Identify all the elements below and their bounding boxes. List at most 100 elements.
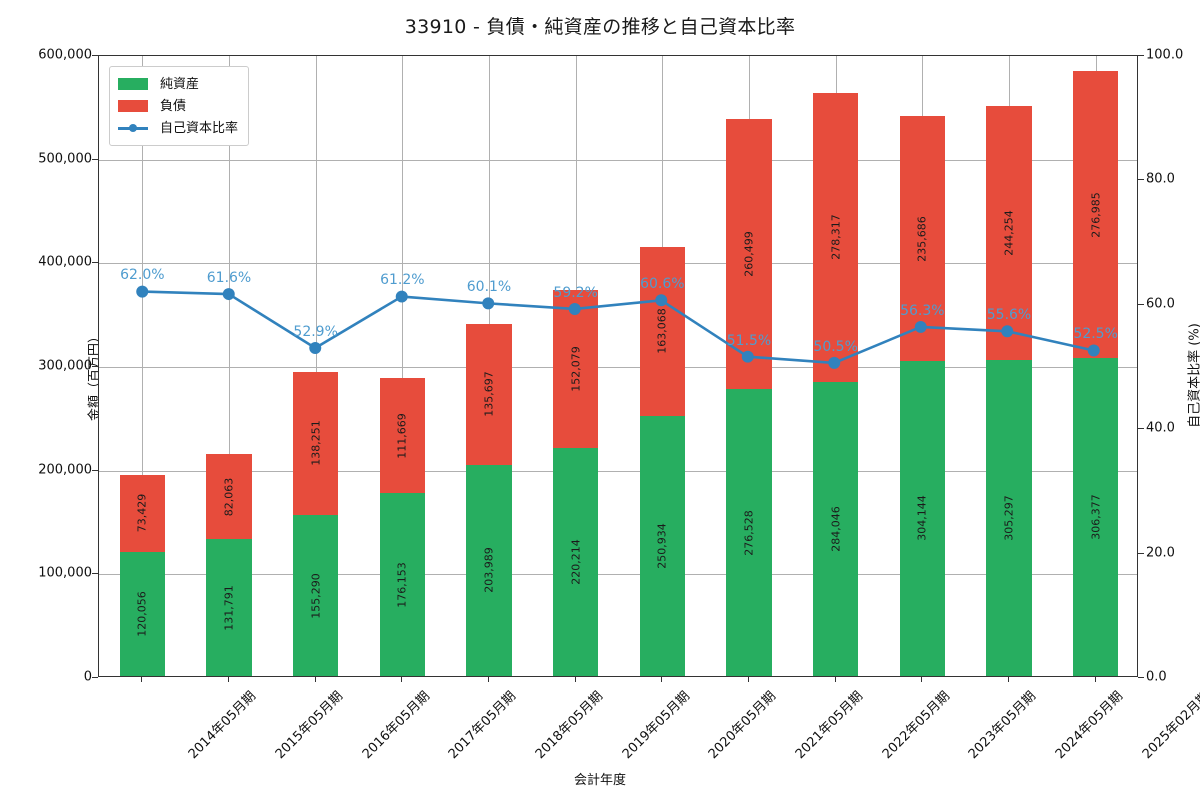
- bar-stack[interactable]: 176,153 111,669: [379, 377, 425, 676]
- y-axis-left-tick-mark: [92, 262, 98, 264]
- bar-segment-label: 155,290: [309, 572, 323, 619]
- x-axis-tick-label: 2024年05月期: [1052, 688, 1127, 763]
- bar-segment-label: 131,791: [222, 584, 236, 631]
- bar-stack[interactable]: 220,214 152,079: [553, 290, 599, 676]
- bar-segment-label: 235,686: [915, 215, 929, 262]
- bar-segment-net-assets[interactable]: 276,528: [726, 389, 772, 676]
- x-axis-tick-mark: [314, 677, 316, 682]
- bar-segment-liabilities[interactable]: 135,697: [466, 323, 512, 465]
- bar-stack[interactable]: 155,290 138,251: [293, 371, 339, 676]
- y-axis-left-tick-label: 600,000: [38, 47, 92, 63]
- x-axis-tick-mark: [921, 677, 923, 682]
- bar-segment-net-assets[interactable]: 203,989: [466, 464, 512, 676]
- y-axis-left-tick-label: 500,000: [38, 151, 92, 167]
- ratio-value-label: 59.2%: [553, 284, 598, 301]
- bar-segment-liabilities[interactable]: 163,068: [639, 246, 685, 416]
- grid-line-vertical: [229, 56, 230, 676]
- ratio-value-label: 60.6%: [640, 276, 685, 293]
- y-axis-right-tick-mark: [1138, 55, 1144, 56]
- bar-segment-liabilities[interactable]: 138,251: [293, 371, 339, 516]
- legend-item-2[interactable]: 自己資本比率: [118, 117, 238, 139]
- ratio-value-label: 62.0%: [120, 267, 165, 284]
- bar-segment-net-assets[interactable]: 306,377: [1073, 358, 1119, 676]
- grid-line-horizontal: [99, 574, 1137, 576]
- bar-segment-label: 152,079: [569, 346, 583, 392]
- y-axis-right-tick-label: 40.0: [1146, 420, 1175, 436]
- y-axis-right-tick-mark: [1138, 303, 1144, 305]
- bar-stack[interactable]: 306,377 276,985: [1073, 71, 1119, 676]
- grid-line-vertical: [402, 56, 404, 676]
- x-axis-label: 会計年度: [573, 773, 626, 788]
- bar-segment-net-assets[interactable]: 304,144: [899, 360, 945, 676]
- bar-stack[interactable]: 304,144 235,686: [899, 116, 945, 676]
- bar-segment-liabilities[interactable]: 82,063: [206, 454, 252, 540]
- x-axis-tick-mark: [401, 677, 403, 682]
- y-axis-left-tick-mark: [92, 366, 98, 367]
- bar-segment-label: 244,254: [1002, 210, 1016, 256]
- ratio-value-label: 51.5%: [726, 332, 772, 349]
- bar-segment-label: 276,985: [1089, 192, 1103, 238]
- bar-stack[interactable]: 131,791 82,063: [206, 454, 252, 676]
- bar-segment-label: 250,934: [655, 523, 669, 569]
- legend-item-0[interactable]: 純資産: [118, 73, 238, 95]
- bar-stack[interactable]: 120,056 73,429: [119, 475, 165, 676]
- bar-segment-liabilities[interactable]: 235,686: [899, 116, 945, 361]
- x-axis-tick-label: 2023年05月期: [966, 688, 1040, 763]
- bar-segment-label: 203,989: [482, 547, 496, 594]
- bar-segment-label: 120,056: [135, 591, 149, 637]
- legend-item-label: 自己資本比率: [160, 120, 239, 136]
- y-axis-right-tick-mark: [1138, 677, 1144, 678]
- x-axis-tick-label: 2025年02月期: [1139, 688, 1200, 763]
- x-axis-tick-label: 2018年05月期: [532, 688, 607, 763]
- bar-segment-liabilities[interactable]: 260,499: [726, 119, 772, 390]
- x-axis-tick-label: 2021年05月期: [792, 688, 867, 763]
- bar-segment-label: 111,669: [395, 412, 409, 459]
- y-axis-left-tick-mark: [92, 469, 98, 471]
- legend-color-swatch: [118, 78, 148, 90]
- y-axis-right-tick-mark: [1138, 179, 1144, 181]
- bar-segment-label: 276,528: [742, 509, 756, 556]
- x-axis-tick-mark: [661, 677, 663, 682]
- bar-stack[interactable]: 276,528 260,499: [726, 119, 772, 676]
- y-axis-left-tick-mark: [92, 158, 98, 160]
- bar-segment-net-assets[interactable]: 155,290: [293, 515, 339, 676]
- bar-segment-net-assets[interactable]: 250,934: [639, 415, 685, 676]
- legend-color-swatch: [118, 100, 148, 112]
- ratio-value-label: 52.9%: [293, 323, 338, 340]
- bar-segment-net-assets[interactable]: 305,297: [986, 359, 1032, 676]
- bar-stack[interactable]: 250,934 163,068: [639, 246, 685, 676]
- bar-segment-liabilities[interactable]: 152,079: [553, 290, 599, 448]
- grid-line-horizontal: [99, 470, 1137, 472]
- x-axis-tick-mark: [1094, 677, 1096, 682]
- y-axis-left-tick-label: 0: [83, 669, 92, 685]
- y-axis-right-tick-label: 20.0: [1146, 545, 1175, 561]
- y-axis-right-tick-label: 100.0: [1146, 47, 1184, 63]
- legend-item-1[interactable]: 負債: [118, 95, 238, 117]
- y-axis-right-tick-label: 80.0: [1146, 171, 1175, 187]
- ratio-value-label: 50.5%: [813, 338, 858, 355]
- bar-segment-liabilities[interactable]: 73,429: [119, 475, 165, 552]
- x-axis-tick-mark: [574, 677, 576, 682]
- bar-segment-label: 304,144: [915, 495, 929, 542]
- y-axis-right-tick-label: 60.0: [1146, 296, 1175, 312]
- bar-segment-liabilities[interactable]: 111,669: [379, 377, 425, 494]
- bar-stack[interactable]: 203,989 135,697: [466, 323, 512, 676]
- y-axis-right-tick-label: 0.0: [1146, 669, 1167, 685]
- bar-stack[interactable]: 305,297 244,254: [986, 106, 1032, 676]
- x-axis-tick-mark: [488, 677, 489, 682]
- y-axis-left-tick-mark: [92, 55, 98, 56]
- y-axis-right-tick-mark: [1138, 428, 1144, 430]
- bar-segment-net-assets[interactable]: 176,153: [379, 493, 425, 676]
- bar-segment-liabilities[interactable]: 276,985: [1073, 71, 1119, 359]
- x-axis-tick-label: 2017年05月期: [446, 688, 520, 763]
- bar-segment-label: 305,297: [1002, 495, 1016, 541]
- x-axis-tick-label: 2019年05月期: [619, 688, 693, 763]
- chart-title: 33910 - 負債・純資産の推移と自己資本比率: [404, 16, 796, 38]
- bar-segment-net-assets[interactable]: 131,791: [206, 539, 252, 676]
- bar-stack[interactable]: 284,046 278,317: [813, 93, 859, 676]
- bar-segment-net-assets[interactable]: 220,214: [553, 447, 599, 676]
- chart-legend[interactable]: 純資産 負債自己資本比率: [109, 66, 250, 146]
- bar-segment-net-assets[interactable]: 284,046: [813, 381, 859, 676]
- bar-segment-net-assets[interactable]: 120,056: [119, 551, 165, 676]
- x-axis-tick-mark: [228, 677, 229, 682]
